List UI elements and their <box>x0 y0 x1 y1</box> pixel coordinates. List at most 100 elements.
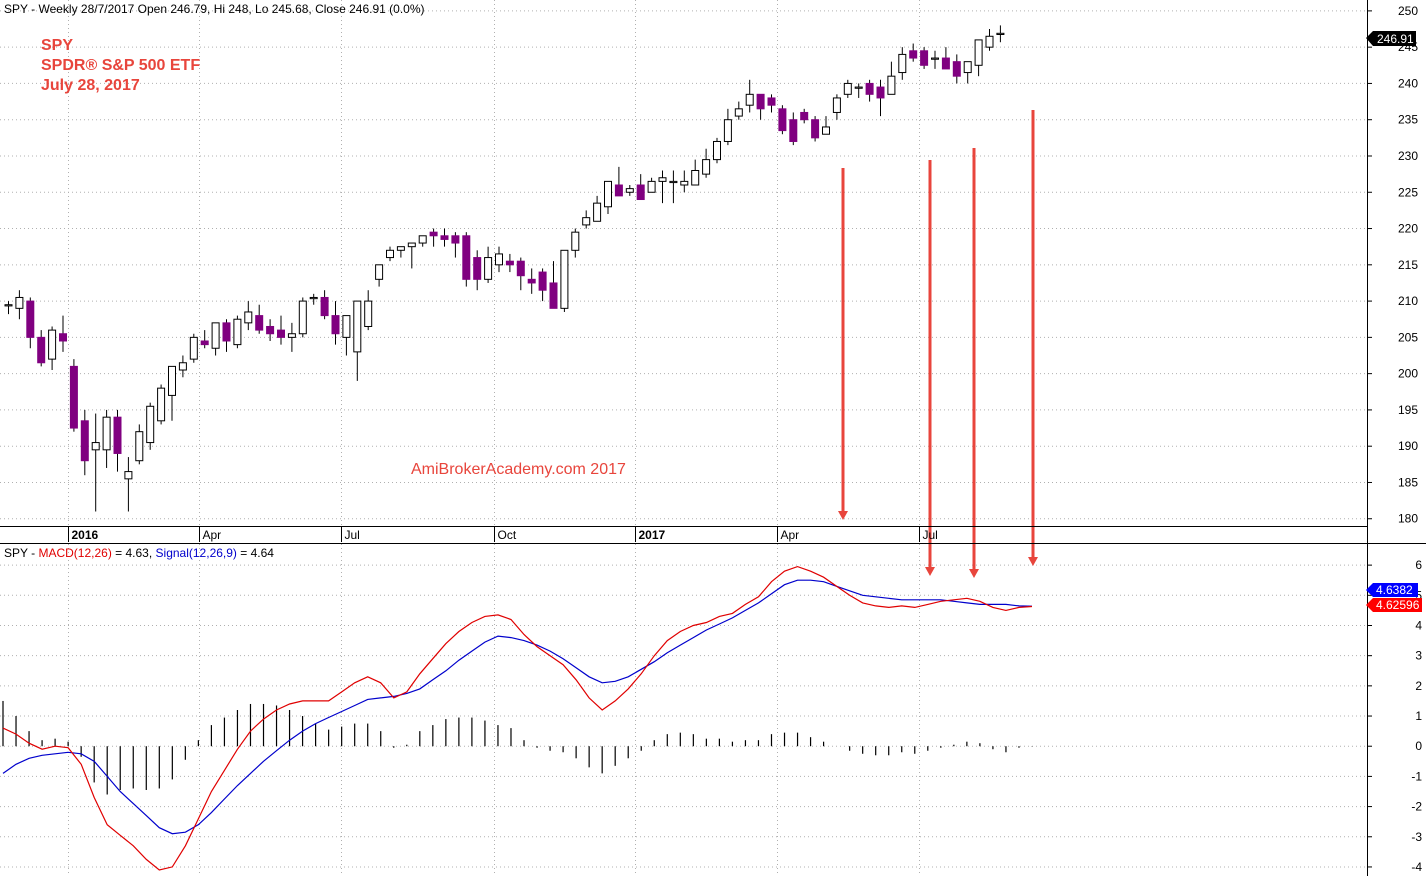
candle <box>244 301 253 331</box>
candle <box>320 290 329 320</box>
fund-name-label: SPDR® S&P 500 ETF <box>41 57 200 74</box>
price-y-tick-label: 225 <box>1398 185 1418 199</box>
candle <box>484 246 493 283</box>
macd-y-tick-label: -4 <box>1411 860 1422 874</box>
candle <box>331 301 340 345</box>
candle <box>178 355 187 378</box>
candle-body <box>996 32 1005 36</box>
candle <box>429 228 438 247</box>
candle <box>800 108 809 124</box>
candle-body <box>614 184 623 197</box>
candle <box>255 304 264 334</box>
candle <box>146 402 155 450</box>
candle <box>277 315 285 345</box>
candle-body <box>789 119 798 142</box>
candle <box>407 242 416 269</box>
signal-line <box>2 579 1033 835</box>
candle-body <box>811 119 820 139</box>
candle-body <box>124 471 133 480</box>
candle <box>636 174 645 201</box>
candle-body <box>702 159 711 175</box>
candle <box>80 409 89 476</box>
candle <box>473 250 482 291</box>
price-gridlines <box>0 0 1367 526</box>
candle <box>691 159 700 186</box>
candle <box>898 47 907 80</box>
candle <box>963 61 972 84</box>
candle-body <box>985 35 994 48</box>
candle-body <box>451 235 460 244</box>
candle-body <box>538 271 547 291</box>
candle <box>418 235 427 247</box>
candle <box>233 315 242 349</box>
price-y-axis: 180 185 190 195 200 205 210 215 220 225 230 235 240 2… <box>1367 4 1418 526</box>
macd-histogram <box>2 700 1033 795</box>
candle-body <box>571 231 580 251</box>
candle <box>996 25 1005 43</box>
candle <box>887 61 896 95</box>
candle-body <box>298 300 307 335</box>
candle <box>69 359 78 432</box>
candle-body <box>48 329 57 360</box>
date-label: Jul <box>345 528 360 542</box>
date-label: Oct <box>498 528 517 542</box>
candle <box>189 333 198 363</box>
macd-y-tick-label: 3 <box>1415 649 1422 663</box>
macd-y-axis: 6 5 4 3 2 1 0 -1 -2 -3 -4 <box>1367 558 1422 874</box>
candle-body <box>931 57 939 60</box>
candle-body <box>102 416 111 451</box>
candle-body <box>941 57 950 70</box>
candle <box>157 384 166 425</box>
date-label: Jul <box>923 528 938 542</box>
candle <box>756 93 765 120</box>
candle <box>909 43 918 62</box>
price-y-tick-label: 235 <box>1398 113 1418 127</box>
candle <box>200 330 209 349</box>
candle <box>451 232 460 258</box>
macd-header-value: = 4.63, <box>112 546 156 560</box>
candle-body <box>37 336 46 364</box>
candle-body <box>549 282 558 309</box>
candle-body <box>691 169 700 186</box>
candle <box>505 253 514 273</box>
price-y-tick-label: 205 <box>1398 330 1418 344</box>
price-y-tick-label: 200 <box>1398 367 1418 381</box>
candle-body <box>843 82 852 95</box>
price-y-tick-label: 180 <box>1398 512 1418 526</box>
candle-body <box>898 53 907 74</box>
candle <box>462 232 471 287</box>
candle-body <box>963 61 972 74</box>
price-y-tick-label: 195 <box>1398 403 1418 417</box>
divergence-arrow <box>969 148 979 578</box>
candle-body <box>364 300 373 327</box>
candle-body <box>375 264 384 280</box>
candle <box>527 268 536 294</box>
candle-body <box>168 365 176 396</box>
candle <box>985 29 994 51</box>
price-y-tick-label: 250 <box>1398 4 1418 18</box>
price-arrow <box>838 168 848 520</box>
candle-body <box>91 442 100 451</box>
candle-body <box>920 50 929 66</box>
candle <box>91 413 100 512</box>
candle-body <box>647 180 656 193</box>
candle-body <box>680 180 689 186</box>
signal-header-value: = 4.64 <box>237 546 274 560</box>
candle <box>625 185 634 196</box>
candle <box>811 116 820 142</box>
macd-line <box>2 565 1033 871</box>
candle-body <box>4 304 13 307</box>
candle <box>582 210 591 229</box>
candle <box>778 105 787 135</box>
candle <box>560 249 569 312</box>
candle-body <box>778 108 787 132</box>
macd-y-tick-label: -3 <box>1411 830 1422 844</box>
candle <box>832 94 841 120</box>
candle-body <box>320 296 329 317</box>
candle-body <box>15 296 24 309</box>
signal-header-label: Signal(12,26,9) <box>156 546 237 560</box>
candle <box>266 319 275 341</box>
candle-body <box>113 416 122 454</box>
date-label: July 28, 2017 <box>41 77 140 94</box>
candle-body <box>309 296 318 300</box>
